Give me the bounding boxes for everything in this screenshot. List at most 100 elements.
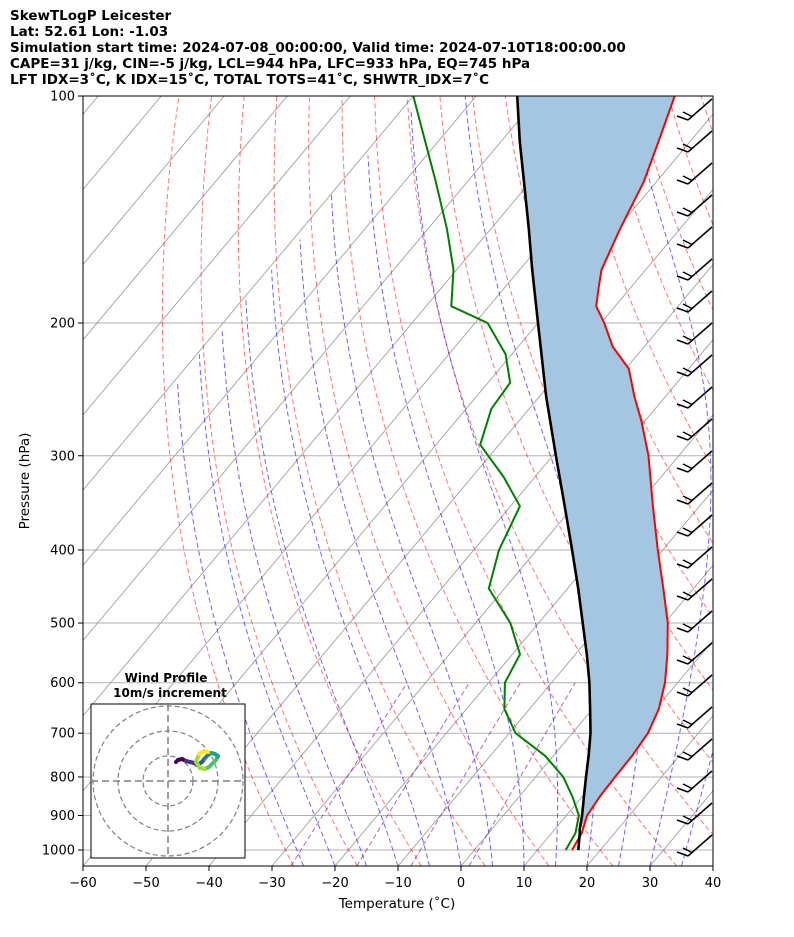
chart-header: SkewTLogP Leicester Lat: 52.61 Lon: -1.0… <box>10 8 626 88</box>
cape-line: CAPE=31 j/kg, CIN=-5 j/kg, LCL=944 hPa, … <box>10 56 531 72</box>
dewpoint-line <box>412 96 580 851</box>
dry-adiabat <box>734 96 794 866</box>
location-line: Lat: 52.61 Lon: -1.03 <box>10 24 169 40</box>
dry-adiabat <box>635 96 713 312</box>
y-tick-label: 900 <box>50 809 75 824</box>
wind-barb <box>676 578 713 601</box>
dry-adiabat <box>161 96 294 866</box>
wind-barb <box>676 162 713 185</box>
x-tick-label: −60 <box>69 876 96 891</box>
isotherm-line <box>83 96 288 341</box>
dry-adiabat <box>569 96 713 469</box>
y-tick-label: 200 <box>50 316 75 331</box>
isotherm-line <box>83 96 225 266</box>
isotherm-line <box>83 96 477 566</box>
mixing-ratio-line <box>410 682 521 866</box>
wind-barb <box>676 706 713 729</box>
chart-title: SkewTLogP Leicester <box>10 8 172 24</box>
wind-barb <box>676 482 713 505</box>
wind-barb <box>676 738 713 761</box>
y-tick-label: 800 <box>50 770 75 785</box>
dry-adiabat <box>374 96 678 866</box>
dry-adiabat <box>667 96 713 227</box>
x-tick-label: 10 <box>516 876 533 891</box>
wind-barb <box>676 354 713 377</box>
wind-barb <box>676 834 713 857</box>
x-tick-label: 30 <box>642 876 659 891</box>
inset-title: Wind Profile <box>125 671 208 685</box>
dry-adiabat <box>200 96 358 866</box>
isotherm-line <box>460 564 713 866</box>
x-tick-label: −50 <box>132 876 159 891</box>
y-tick-label: 100 <box>50 90 75 105</box>
moist-adiabat <box>745 96 794 866</box>
moist-adiabat <box>367 155 525 866</box>
moist-adiabat <box>221 331 367 866</box>
wind-barb <box>676 770 713 793</box>
dry-adiabat <box>766 96 794 866</box>
dry-adiabat <box>341 96 614 866</box>
hodograph-segment <box>202 749 210 754</box>
y-tick-label: 400 <box>50 543 75 558</box>
wind-barb <box>676 642 713 665</box>
isotherm-line <box>208 263 713 866</box>
wind-barb <box>676 226 713 249</box>
moist-adiabat <box>712 864 713 866</box>
dry-adiabat <box>273 96 486 866</box>
isotherm-line <box>334 414 713 866</box>
mixing-ratio-line <box>468 682 576 866</box>
time-line: Simulation start time: 2024-07-08_00:00:… <box>10 40 626 56</box>
wind-barb <box>676 674 713 697</box>
y-tick-label: 600 <box>50 676 75 691</box>
wind-barb <box>676 514 713 537</box>
wind-barb <box>676 322 713 345</box>
isotherm-line <box>83 96 99 115</box>
wind-barb <box>676 130 713 153</box>
x-tick-label: 0 <box>457 876 465 891</box>
isotherm-line <box>586 714 713 866</box>
x-tick-label: 20 <box>579 876 596 891</box>
x-tick-label: 40 <box>705 876 722 891</box>
isotherm-line <box>83 96 603 717</box>
wind-barb <box>676 418 713 441</box>
moist-adiabat <box>410 111 559 866</box>
wind-barb <box>676 98 713 121</box>
moist-adiabat <box>271 269 430 866</box>
wind-barb <box>676 194 713 217</box>
cape-area <box>517 96 675 825</box>
wind-barb <box>676 258 713 281</box>
moist-adiabat <box>245 297 399 866</box>
x-tick-label: −10 <box>384 876 411 891</box>
mixing-ratio-line <box>290 682 408 866</box>
x-tick-label: −20 <box>321 876 348 891</box>
mixing-ratio-line <box>356 682 470 866</box>
moist-adiabat <box>330 194 493 866</box>
wind-barb <box>676 610 713 633</box>
isotherm-line <box>397 489 713 866</box>
isotherm-line <box>145 188 713 866</box>
isotherm-line <box>83 96 351 416</box>
wind-barb <box>676 290 713 313</box>
x-axis-label: Temperature (˚C) <box>338 895 456 912</box>
indices-line: LFT IDX=3˚C, K IDX=15˚C, TOTAL TOTS=41˚C… <box>10 72 490 88</box>
y-tick-label: 1000 <box>42 844 75 859</box>
y-tick-label: 500 <box>50 617 75 632</box>
wind-barb <box>676 450 713 473</box>
inset-subtitle: 10m/s increment <box>113 686 227 700</box>
x-tick-label: −40 <box>195 876 222 891</box>
dry-adiabat <box>308 96 550 866</box>
isotherm-line <box>83 96 414 491</box>
wind-barb <box>676 546 713 569</box>
temperature-line <box>571 96 676 851</box>
parcel-line <box>515 96 592 851</box>
y-axis-label: Pressure (hPa) <box>17 433 33 530</box>
x-tick-label: −30 <box>258 876 285 891</box>
isotherm-line <box>83 96 540 642</box>
wind-barb <box>676 802 713 825</box>
moist-adiabat <box>627 96 712 866</box>
y-tick-label: 700 <box>50 727 75 742</box>
wind-barb <box>676 386 713 409</box>
moist-adiabat <box>299 239 462 866</box>
moist-adiabat <box>198 354 336 866</box>
